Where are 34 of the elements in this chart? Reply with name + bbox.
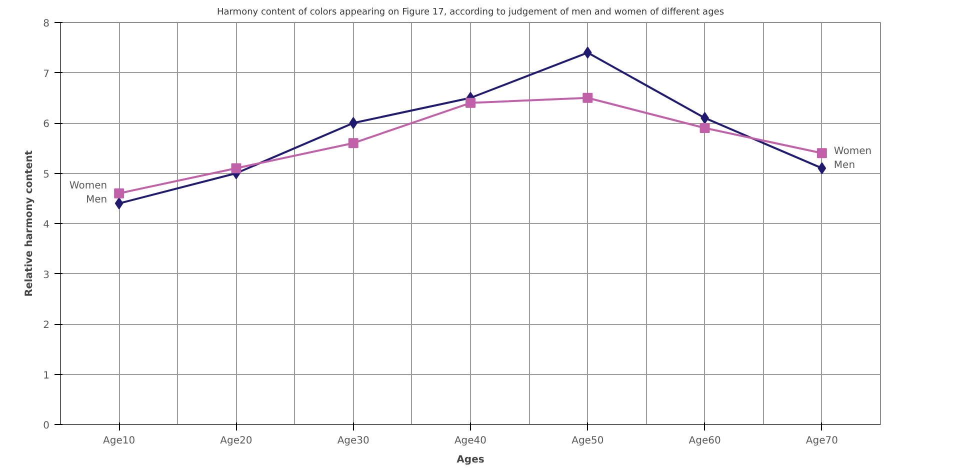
point [114, 188, 124, 198]
point [583, 46, 592, 59]
y-tick-label: 0 [43, 420, 50, 432]
x-tick-label: Age10 [103, 436, 136, 446]
point [582, 92, 593, 103]
series-label: Men [86, 194, 108, 206]
y-tick-label: 1 [43, 370, 50, 382]
point [466, 98, 476, 108]
point [114, 197, 124, 210]
x-tick-label: Age20 [220, 436, 252, 446]
point [349, 117, 358, 129]
y-tick-label: 4 [43, 220, 50, 230]
y-tick-label: 2 [43, 320, 50, 331]
x-tick-label: Age40 [454, 436, 487, 446]
point [818, 162, 826, 174]
point [348, 138, 358, 148]
text: Women [834, 146, 872, 158]
y-tick-label: 8 [43, 18, 50, 30]
y-tick-label: 5 [43, 169, 50, 180]
text: Men [834, 160, 856, 172]
y-tick-label: 6 [43, 119, 50, 130]
x-tick-label: Age50 [572, 436, 604, 446]
y-axis-title: Relative harmony content [24, 150, 36, 297]
x-tick-label: Age60 [688, 436, 721, 446]
series-label: Women [69, 180, 108, 192]
x-tick-label: Age70 [806, 436, 838, 446]
chart-title: Harmony content of colors appearing on Figure 17, according to judgement of men and women of different ages [216, 8, 724, 18]
y-tick-label: 7 [43, 68, 50, 80]
point [231, 163, 242, 174]
point [816, 148, 827, 158]
x-tick-label: Age30 [337, 436, 370, 446]
point [700, 123, 710, 134]
y-tick-label: 3 [43, 270, 50, 281]
x-axis-title: Ages [456, 454, 484, 466]
